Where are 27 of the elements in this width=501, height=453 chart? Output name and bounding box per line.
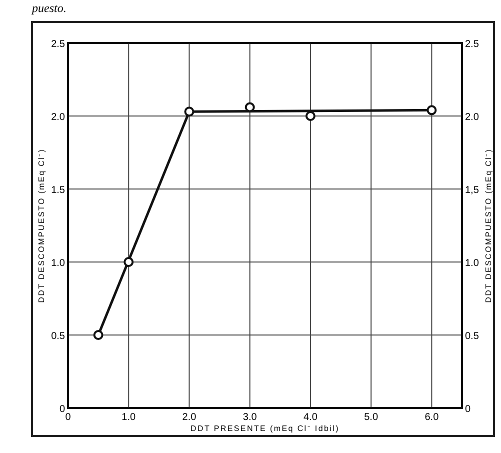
y-tick-label: 0 — [59, 404, 66, 415]
point — [426, 105, 437, 116]
text: puesto. — [31, 1, 66, 15]
x-tick-label: 4.0 — [304, 412, 318, 423]
point — [93, 330, 104, 340]
point — [124, 257, 134, 267]
y-tick-label: 2.5 — [51, 39, 66, 50]
x-tick-label: 1.0 — [122, 412, 136, 423]
y2-tick-label: 0.5 — [465, 331, 480, 342]
y2-tick-label: 1,5 — [465, 185, 480, 196]
y2-axis-title: DDT DESCOMPUESTO (mEq Cl⁻) — [484, 148, 493, 303]
y-tick-label: 1.0 — [51, 258, 66, 269]
x-tick-label: 3.0 — [242, 412, 258, 423]
y-tick-label: 0.5 — [51, 331, 66, 342]
y-axis-title: DDT DESCOMPUESTO (mEq Cl⁻) — [37, 148, 46, 303]
point — [184, 106, 194, 117]
y-tick-label: 2.0 — [51, 112, 66, 123]
y2-tick-label: 0 — [465, 404, 471, 415]
x-tick-label: 5.0 — [364, 412, 378, 423]
x-tick-label: 6.0 — [424, 412, 440, 423]
y2-tick-label: 1.0 — [465, 258, 480, 269]
point — [305, 111, 316, 121]
y2-tick-label: 2.0 — [465, 112, 480, 123]
x-tick-label: 2.0 — [182, 412, 197, 423]
y2-tick-label: 2.5 — [465, 39, 480, 50]
y-tick-label: 1.5 — [51, 185, 66, 196]
x-axis-title: DDT PRESENTE (mEq Cl⁻ Idbil) — [190, 424, 340, 433]
